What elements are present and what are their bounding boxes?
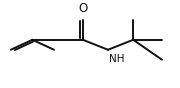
Text: NH: NH: [109, 54, 124, 64]
Text: O: O: [78, 2, 87, 15]
